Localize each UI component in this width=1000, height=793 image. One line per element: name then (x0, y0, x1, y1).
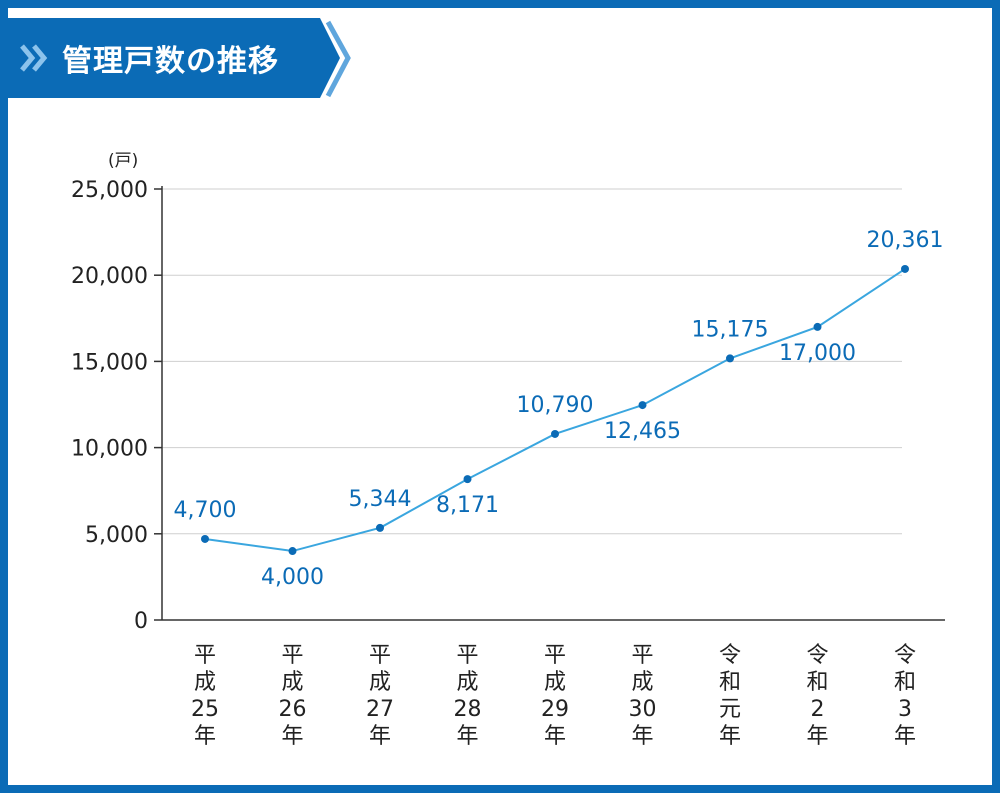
x-category-label-line: 平 (281, 643, 303, 668)
data-label: 20,361 (867, 228, 944, 253)
x-category-label-line: 27 (366, 697, 394, 722)
data-point (726, 354, 734, 363)
x-category-label-line: 平 (194, 643, 216, 668)
data-label: 5,344 (349, 487, 412, 512)
x-category-label-line: 平 (369, 643, 391, 668)
data-label: 17,000 (779, 341, 856, 366)
data-labels: 4,700 4,000 5,344 8,171 10,790 12,465 15,175 17… (174, 228, 944, 590)
banner-chevron-outline (325, 20, 351, 98)
x-category-label-line: 28 (454, 697, 482, 722)
x-category-label-line: 3 (898, 697, 912, 722)
x-category-label-line: 年 (281, 724, 303, 749)
x-category-label-line: 成 (194, 670, 216, 695)
x-category-label-line: 年 (894, 724, 916, 749)
x-category-label-line: 令 (894, 643, 916, 668)
y-tick-label: 15,000 (71, 350, 148, 375)
x-category-label-line: 年 (544, 724, 566, 749)
x-category-label-line: 和 (806, 670, 828, 695)
data-label: 15,175 (692, 317, 769, 342)
axes (161, 186, 945, 621)
x-category-label-line: 成 (456, 670, 478, 695)
x-category-label-line: 成 (544, 670, 566, 695)
data-points (201, 264, 909, 556)
x-category-label-line: 年 (456, 724, 478, 749)
x-category-label-line: 年 (631, 724, 653, 749)
x-category-label-line: 成 (369, 670, 391, 695)
data-point (463, 475, 472, 484)
banner-background (0, 18, 340, 98)
x-category-label-line: 成 (631, 670, 653, 695)
x-category-label-line: 年 (194, 724, 216, 749)
title-banner (0, 18, 351, 98)
x-category-label-line: 令 (719, 643, 741, 668)
y-axis-tick-labels: 0 5,000 10,000 15,000 20,000 25,000 (71, 178, 148, 634)
y-axis-unit-label: (戸) (108, 151, 138, 171)
x-category-label-line: 令 (806, 643, 828, 668)
x-category-label-line: 和 (719, 670, 741, 695)
data-label: 4,700 (174, 498, 237, 523)
double-chevron-right-icon (20, 44, 48, 72)
data-point (638, 401, 647, 410)
x-category-label-line: 年 (719, 724, 741, 749)
x-axis-category-labels: 平成25年平成26年平成27年平成28年平成29年平成30年令和元年令和2年令和… (191, 643, 916, 749)
data-point (201, 534, 209, 543)
data-point (376, 523, 384, 532)
data-label: 10,790 (517, 393, 594, 418)
x-category-label-line: 26 (279, 697, 307, 722)
data-point (901, 264, 909, 273)
y-tick-label: 10,000 (71, 437, 148, 462)
y-tick-label: 20,000 (71, 264, 148, 289)
x-category-label-line: 2 (811, 697, 825, 722)
data-point (813, 322, 822, 331)
data-label: 4,000 (261, 565, 324, 590)
x-category-label-line: 25 (191, 697, 219, 722)
x-category-label-line: 平 (544, 643, 566, 668)
y-tick-label: 25,000 (71, 178, 148, 203)
x-category-label-line: 平 (631, 643, 653, 668)
x-category-label-line: 成 (281, 670, 303, 695)
x-category-label-line: 平 (456, 643, 478, 668)
data-point (288, 547, 297, 556)
page-title: 管理戸数の推移 (62, 44, 279, 79)
data-label: 12,465 (604, 419, 681, 444)
gridlines (154, 188, 902, 621)
x-category-label-line: 年 (369, 724, 391, 749)
y-tick-label: 5,000 (85, 523, 148, 548)
x-category-label-line: 年 (806, 724, 828, 749)
x-category-label-line: 元 (719, 697, 741, 722)
y-tick-label: 0 (134, 609, 148, 634)
x-category-label-line: 和 (894, 670, 916, 695)
data-point (551, 429, 559, 438)
x-category-label-line: 29 (541, 697, 569, 722)
data-label: 8,171 (436, 493, 499, 518)
x-category-label-line: 30 (629, 697, 657, 722)
